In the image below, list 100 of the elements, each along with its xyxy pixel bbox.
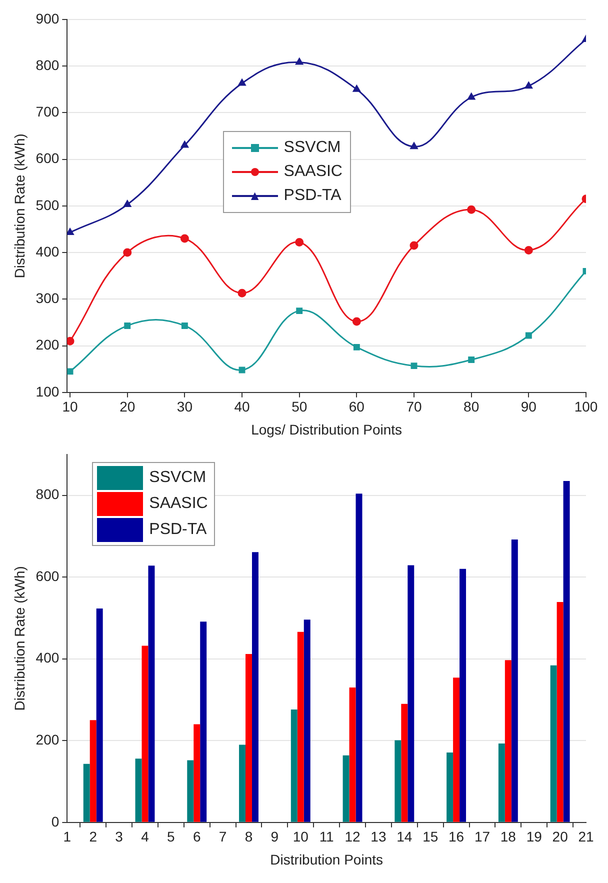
bar <box>187 760 194 822</box>
point <box>468 93 476 100</box>
point <box>181 322 188 329</box>
x-axis-title: Distribution Points <box>270 851 383 868</box>
bar <box>446 752 454 822</box>
bar <box>453 678 460 822</box>
y-tick-label: 600 <box>36 568 60 584</box>
point <box>296 308 303 314</box>
x-tick-label: 20 <box>552 828 568 845</box>
x-tick-label: 30 <box>176 398 193 415</box>
y-tick-label: 400 <box>36 650 60 666</box>
y-tick-label: 500 <box>36 196 60 213</box>
x-tick-label: 4 <box>141 828 150 845</box>
bar <box>142 646 148 822</box>
point <box>295 238 304 247</box>
bar <box>96 608 103 822</box>
point <box>410 362 418 370</box>
point <box>296 58 304 65</box>
y-tick-label: 800 <box>36 56 60 73</box>
bar <box>297 632 304 822</box>
bar <box>356 494 362 822</box>
legend-label: SSVCM <box>284 139 341 158</box>
point <box>238 79 246 86</box>
point <box>352 85 360 92</box>
point <box>124 200 132 207</box>
bar <box>504 660 512 822</box>
bar <box>290 710 298 822</box>
point <box>524 82 532 89</box>
x-tick-label: 90 <box>520 398 537 415</box>
point <box>124 322 131 329</box>
point <box>238 366 246 374</box>
x-tick-label: 70 <box>406 398 422 415</box>
x-tick-label: 9 <box>270 828 279 845</box>
bar <box>83 764 90 822</box>
point <box>467 205 476 214</box>
x-tick-label: 16 <box>448 828 464 845</box>
point <box>180 141 188 148</box>
x-tick-label: 6 <box>192 828 201 845</box>
bar <box>511 539 518 822</box>
point <box>180 234 189 243</box>
y-tick-label: 600 <box>36 150 60 166</box>
x-tick-label: 18 <box>500 828 516 845</box>
bar <box>342 755 350 822</box>
point <box>352 317 361 326</box>
x-tick-label: 80 <box>464 398 480 415</box>
point <box>524 246 533 254</box>
y-axis-title: Distribution Rate (kWh) <box>11 134 28 278</box>
x-tick-label: 20 <box>120 398 136 415</box>
legend-label: SSVCM <box>149 469 206 488</box>
y-tick-label: 300 <box>36 290 60 306</box>
point <box>410 241 418 250</box>
y-tick-label: 0 <box>51 813 60 830</box>
legend-label: PSD-TA <box>284 187 342 206</box>
x-tick-label: 12 <box>344 828 361 845</box>
bar <box>135 758 142 822</box>
point <box>67 368 74 375</box>
y-tick-label: 800 <box>36 486 60 502</box>
bar <box>563 480 570 822</box>
x-tick-label: 100 <box>574 398 598 415</box>
x-tick-label: 1 <box>63 828 72 845</box>
legend-label: SAASIC <box>149 495 208 514</box>
bar <box>304 620 310 822</box>
point <box>410 142 418 150</box>
bar <box>349 687 356 822</box>
x-tick-label: 13 <box>370 828 386 845</box>
x-tick-label: 19 <box>526 828 542 845</box>
bar <box>148 566 155 822</box>
point <box>123 248 132 257</box>
point <box>67 228 74 235</box>
bar <box>239 744 246 822</box>
x-tick-label: 5 <box>167 828 176 845</box>
x-tick-label: 40 <box>234 398 250 415</box>
legend-label: SAASIC <box>284 163 342 182</box>
bar <box>498 743 505 822</box>
bar <box>252 552 258 822</box>
bar <box>90 720 96 822</box>
y-tick-label: 100 <box>36 383 60 400</box>
point <box>525 332 532 339</box>
x-tick-label: 50 <box>292 398 308 415</box>
x-tick-label: 11 <box>319 828 334 845</box>
bar <box>394 740 402 822</box>
bar <box>556 602 564 822</box>
x-tick-label: 3 <box>115 828 124 845</box>
bar <box>460 568 466 822</box>
y-tick-label: 400 <box>36 243 60 260</box>
x-tick-label: 2 <box>89 828 98 845</box>
x-tick-label: 60 <box>348 398 365 415</box>
x-tick-label: 15 <box>422 828 438 845</box>
y-tick-label: 700 <box>36 104 60 120</box>
y-axis-title: Distribution Rate (kWh) <box>11 566 28 711</box>
x-tick-label: 10 <box>62 398 78 415</box>
y-tick-label: 200 <box>36 731 60 748</box>
bar <box>408 565 414 822</box>
bar <box>550 665 557 822</box>
x-axis-title: Logs/ Distribution Points <box>251 421 402 438</box>
x-tick-label: 14 <box>396 828 412 845</box>
point <box>238 288 246 298</box>
y-tick-label: 200 <box>36 336 60 353</box>
x-tick-label: 21 <box>578 828 594 845</box>
bar <box>200 622 207 822</box>
